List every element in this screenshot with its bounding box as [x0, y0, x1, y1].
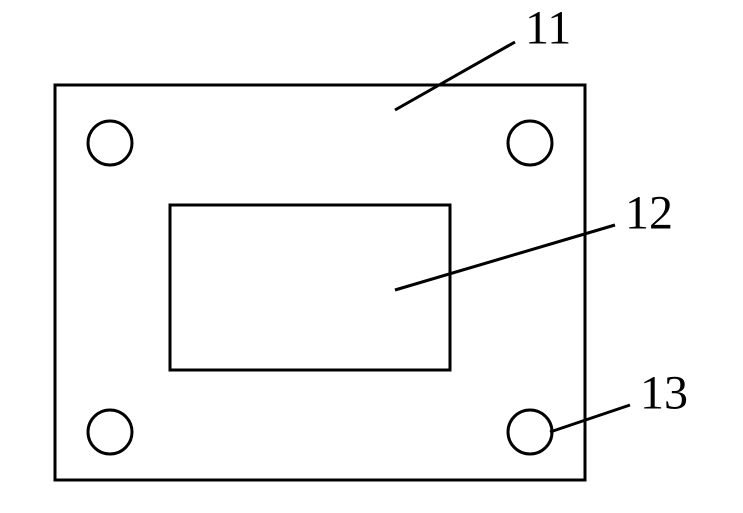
leader-line-11	[395, 42, 515, 110]
mounting-hole-1	[88, 121, 132, 165]
mounting-hole-3	[88, 410, 132, 454]
leader-line-13	[550, 405, 630, 432]
diagram-svg: 11 12 13	[0, 0, 743, 508]
label-11: 11	[525, 1, 571, 54]
technical-diagram: 11 12 13	[0, 0, 743, 508]
outer-plate	[55, 85, 585, 480]
label-12: 12	[625, 186, 673, 239]
mounting-hole-4	[508, 410, 552, 454]
leader-line-12	[395, 225, 615, 290]
label-13: 13	[640, 366, 688, 419]
mounting-hole-2	[508, 121, 552, 165]
